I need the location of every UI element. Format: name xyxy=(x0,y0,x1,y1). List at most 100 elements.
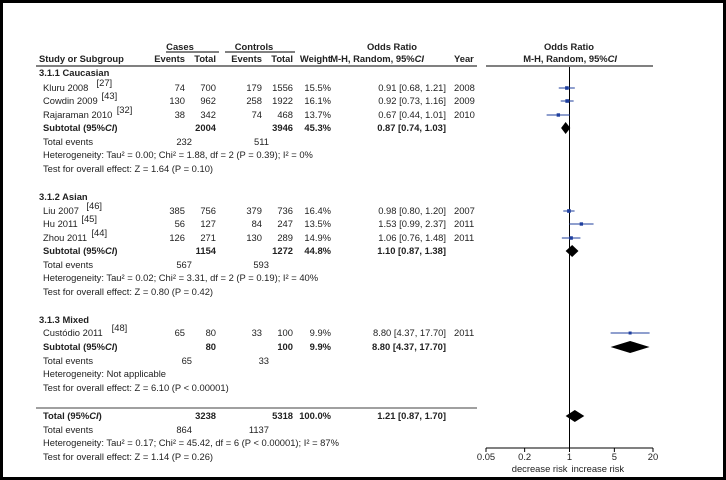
subgroup-1-heterogeneity: Heterogeneity: Tau² = 0.00; Chi² = 1.88,… xyxy=(43,149,313,160)
study-weight: 9.9% xyxy=(310,327,331,338)
study-name: Zhou 2011 xyxy=(43,232,87,243)
subgroup-2-subtotal-ci: 1.10 [0.87, 1.38] xyxy=(377,245,446,256)
header-events-cases: Events xyxy=(154,53,185,64)
total-events-controls: 1137 xyxy=(249,424,269,435)
controls-events: 179 xyxy=(246,82,262,93)
subgroup-3-subtotal-ci: 8.80 [4.37, 17.70] xyxy=(372,341,446,352)
study-weight: 13.7% xyxy=(304,109,331,120)
subgroup-1-subtotal-ci: 0.87 [0.74, 1.03] xyxy=(377,122,446,133)
study-ref: [46] xyxy=(86,200,102,211)
header-controls: Controls xyxy=(235,41,274,52)
subgroup-2-subtotal-weight: 44.8% xyxy=(304,245,331,256)
header-plot-method: M-H, Random, 95%CI xyxy=(523,53,617,64)
subgroup-1-subtotal-label: Subtotal (95%CI) xyxy=(43,122,118,133)
header-plot-odds-ratio: Odds Ratio xyxy=(544,41,594,52)
x-tick-label: 5 xyxy=(612,451,617,462)
total-controls: 5318 xyxy=(272,410,293,421)
header-study: Study or Subgroup xyxy=(39,53,124,64)
header-total-cases: Total xyxy=(194,53,216,64)
study-ref: [27] xyxy=(97,77,113,88)
subgroup-2-heterogeneity: Heterogeneity: Tau² = 0.02; Chi² = 3.31,… xyxy=(43,272,318,283)
study-year: 2009 xyxy=(454,95,475,106)
total-events-label: Total events xyxy=(43,424,93,435)
cases-total: 342 xyxy=(200,109,216,120)
study-point xyxy=(567,209,571,213)
controls-events: 258 xyxy=(246,95,262,106)
cases-events: 38 xyxy=(175,109,185,120)
controls-events: 33 xyxy=(252,327,262,338)
cases-total: 127 xyxy=(200,218,216,229)
controls-total: 736 xyxy=(277,205,293,216)
study-name: Custódio 2011 xyxy=(43,327,103,338)
controls-total: 100 xyxy=(277,327,293,338)
study-year: 2011 xyxy=(454,218,474,229)
header-method: M-H, Random, 95%CI xyxy=(330,53,424,64)
study-year: 2007 xyxy=(454,205,475,216)
subgroup-1-subtotal-weight: 45.3% xyxy=(304,122,331,133)
study-ci: 0.91 [0.68, 1.21] xyxy=(378,82,446,93)
subgroup-3-subtotal-label: Subtotal (95%CI) xyxy=(43,341,118,352)
controls-total: 1556 xyxy=(272,82,293,93)
subgroup-1-subtotal-diamond xyxy=(561,122,571,134)
study-point xyxy=(628,331,632,335)
subgroup-2-subtotal-diamond xyxy=(565,245,579,257)
subgroup-1-title: 3.1.1 Caucasian xyxy=(39,67,110,78)
subgroup-1-subtotal-controls: 3946 xyxy=(272,122,293,133)
study-year: 2008 xyxy=(454,82,475,93)
study-ci: 8.80 [4.37, 17.70] xyxy=(373,327,446,338)
controls-total: 289 xyxy=(277,232,293,243)
study-ref: [32] xyxy=(117,104,133,115)
study-ref: [43] xyxy=(102,90,118,101)
header-total-controls: Total xyxy=(271,53,293,64)
study-weight: 16.4% xyxy=(304,205,331,216)
subgroup-2-title: 3.1.2 Asian xyxy=(39,191,88,202)
total-overall-effect: Test for overall effect: Z = 1.14 (P = 0… xyxy=(43,451,213,462)
subgroup-2-events-controls: 593 xyxy=(253,259,269,270)
header-odds-ratio: Odds Ratio xyxy=(367,41,417,52)
header-cases: Cases xyxy=(166,41,194,52)
subgroup-2-subtotal-controls: 1272 xyxy=(272,245,293,256)
cases-events: 126 xyxy=(169,232,185,243)
cases-total: 271 xyxy=(200,232,216,243)
study-ref: [48] xyxy=(112,322,128,333)
controls-total: 468 xyxy=(277,109,293,120)
study-weight: 13.5% xyxy=(304,218,331,229)
total-cases: 3238 xyxy=(195,410,216,421)
subgroup-1-events-controls: 511 xyxy=(254,136,269,147)
study-point xyxy=(556,113,561,117)
cases-total: 700 xyxy=(200,82,216,93)
cases-total: 962 xyxy=(200,95,216,106)
study-weight: 16.1% xyxy=(304,95,331,106)
study-name: Liu 2007 xyxy=(43,205,79,216)
subgroup-2-overall-effect: Test for overall effect: Z = 0.80 (P = 0… xyxy=(43,286,213,297)
subgroup-1-subtotal-cases: 2004 xyxy=(195,122,217,133)
study-ci: 0.67 [0.44, 1.01] xyxy=(378,109,446,120)
figure-canvas: Cases Controls Odds Ratio Odds Ratio Study o… xyxy=(3,3,723,477)
subgroup-2-subtotal-cases: 1154 xyxy=(196,245,217,256)
subgroup-3-heterogeneity: Heterogeneity: Not applicable xyxy=(43,368,166,379)
x-tick-label: 1 xyxy=(567,451,572,462)
study-ci: 0.98 [0.80, 1.20] xyxy=(378,205,446,216)
study-name: Hu 2011 xyxy=(43,218,78,229)
subgroup-3-subtotal-cases: 80 xyxy=(206,341,216,352)
total-ci: 1.21 [0.87, 1.70] xyxy=(377,410,446,421)
total-diamond xyxy=(565,410,585,422)
controls-events: 74 xyxy=(252,109,262,120)
study-point xyxy=(579,222,584,226)
controls-total: 1922 xyxy=(272,95,293,106)
subgroup-1-events-cases: 232 xyxy=(176,136,192,147)
study-ref: [44] xyxy=(91,227,107,238)
subgroup-3-overall-effect: Test for overall effect: Z = 6.10 (P < 0… xyxy=(43,382,229,393)
study-ci: 1.06 [0.76, 1.48] xyxy=(378,232,446,243)
subgroup-2-events-label: Total events xyxy=(43,259,93,270)
cases-events: 56 xyxy=(175,218,185,229)
header-events-controls: Events xyxy=(231,53,262,64)
header-weight: Weight xyxy=(300,53,331,64)
cases-total: 756 xyxy=(200,205,216,216)
study-name: Rajaraman 2010 xyxy=(43,109,112,120)
x-tick-label: 0.2 xyxy=(518,451,531,462)
study-ref: [45] xyxy=(81,213,97,224)
study-ci: 0.92 [0.73, 1.16] xyxy=(378,95,446,106)
x-axis-label-right: increase risk xyxy=(572,463,625,474)
